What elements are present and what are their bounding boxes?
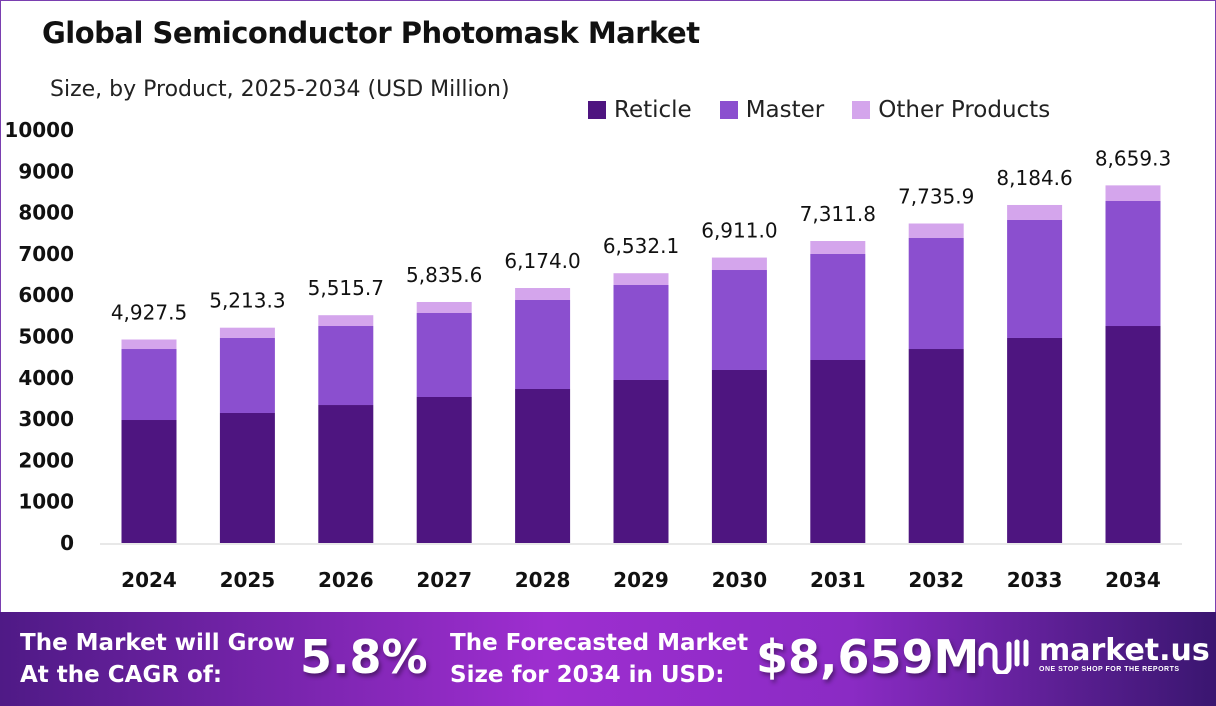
bar-segment-reticle xyxy=(711,369,767,543)
bar-segment-master xyxy=(908,237,964,350)
legend-label: Other Products xyxy=(878,97,1051,123)
bar-segment-other-products xyxy=(318,315,374,327)
x-tick-label: 2032 xyxy=(908,568,964,592)
y-tick-label: 7000 xyxy=(18,242,74,266)
x-tick-label: 2030 xyxy=(712,568,768,592)
x-tick-label: 2031 xyxy=(810,568,866,592)
y-tick-label: 6000 xyxy=(18,283,74,307)
data-label-total: 7,311.8 xyxy=(800,202,876,226)
x-tick-label: 2034 xyxy=(1105,568,1161,592)
x-tick-label: 2028 xyxy=(515,568,571,592)
bar-segment-master xyxy=(613,284,669,380)
data-label-total: 7,735.9 xyxy=(898,185,974,209)
bar-segment-reticle xyxy=(810,359,866,543)
data-label-total: 6,532.1 xyxy=(603,234,679,258)
data-label-total: 5,835.6 xyxy=(406,263,482,287)
bar-segment-reticle xyxy=(219,412,275,543)
legend-item-reticle: Reticle xyxy=(588,97,692,123)
bar-segment-other-products xyxy=(515,288,571,300)
x-tick-label: 2024 xyxy=(121,568,177,592)
bar-segment-reticle xyxy=(121,420,177,543)
bar-segment-other-products xyxy=(711,257,767,271)
data-label-total: 6,174.0 xyxy=(504,249,580,273)
forecast-label: The Forecasted Market Size for 2034 in US… xyxy=(450,627,748,691)
y-tick-label: 10000 xyxy=(4,118,74,142)
y-tick-label: 9000 xyxy=(18,159,74,183)
data-label-total: 8,184.6 xyxy=(996,166,1072,190)
forecast-label-line: Size for 2034 in USD: xyxy=(450,662,725,688)
legend: Reticle Master Other Products xyxy=(588,97,1050,123)
data-label-total: 5,213.3 xyxy=(209,289,285,313)
y-tick-label: 5000 xyxy=(18,325,74,349)
y-tick-label: 8000 xyxy=(18,201,74,225)
data-label-total: 8,659.3 xyxy=(1095,146,1171,170)
bar-segment-master xyxy=(1007,219,1063,338)
legend-swatch xyxy=(852,101,871,119)
bar-segment-master xyxy=(318,326,374,406)
data-label-total: 5,515.7 xyxy=(308,276,384,300)
market-us-logo: market.us ONE STOP SHOP FOR THE REPORTS xyxy=(975,634,1210,674)
footer-banner: The Market will Grow At the CAGR of: 5.8%… xyxy=(0,612,1216,706)
y-tick-label: 1000 xyxy=(18,490,74,514)
logo-name: market.us xyxy=(1039,632,1210,668)
bar-segment-master xyxy=(416,313,472,398)
y-tick-label: 3000 xyxy=(18,407,74,431)
bar-segment-other-products xyxy=(1007,204,1063,220)
bar-segment-other-products xyxy=(613,273,669,285)
forecast-label-line: The Forecasted Market xyxy=(450,630,749,656)
cagr-label-line: At the CAGR of: xyxy=(20,662,223,688)
bar-segment-reticle xyxy=(318,405,374,543)
forecast-value: $8,659M xyxy=(756,630,980,684)
cagr-value: 5.8% xyxy=(300,630,428,684)
legend-label: Reticle xyxy=(614,97,692,123)
x-tick-label: 2029 xyxy=(613,568,669,592)
legend-label: Master xyxy=(745,97,825,123)
y-tick-label: 2000 xyxy=(18,448,74,472)
y-tick-label: 4000 xyxy=(18,366,74,390)
x-tick-label: 2025 xyxy=(220,568,276,592)
legend-item-other-products: Other Products xyxy=(852,97,1050,123)
legend-item-master: Master xyxy=(719,97,825,123)
bar-segment-other-products xyxy=(219,327,275,338)
bar-segment-master xyxy=(711,270,767,370)
bar-segment-reticle xyxy=(1105,326,1161,543)
bar-segment-reticle xyxy=(416,397,472,543)
legend-swatch xyxy=(588,101,606,119)
x-tick-label: 2026 xyxy=(318,568,374,592)
y-tick-label: 0 xyxy=(60,531,74,555)
bar-segment-reticle xyxy=(908,349,964,543)
data-label-total: 6,911.0 xyxy=(701,219,777,243)
bar-segment-reticle xyxy=(1007,337,1063,543)
bar-segment-master xyxy=(219,337,275,413)
bar-segment-other-products xyxy=(121,339,177,350)
bar-segment-reticle xyxy=(515,388,571,543)
cagr-label: The Market will Grow At the CAGR of: xyxy=(20,627,295,691)
bar-segment-other-products xyxy=(908,223,964,238)
chart-title: Global Semiconductor Photomask Market xyxy=(42,16,700,50)
logo-tagline: ONE STOP SHOP FOR THE REPORTS xyxy=(1039,665,1180,673)
x-tick-label: 2033 xyxy=(1007,568,1063,592)
cagr-label-line: The Market will Grow xyxy=(20,630,295,656)
x-tick-label: 2027 xyxy=(416,568,472,592)
chart-subtitle: Size, by Product, 2025-2034 (USD Million… xyxy=(50,77,510,102)
legend-swatch xyxy=(719,101,738,119)
bar-segment-master xyxy=(810,253,866,360)
bar-segment-other-products xyxy=(416,301,472,314)
bar-segment-other-products xyxy=(1105,185,1161,201)
bar-segment-other-products xyxy=(810,241,866,254)
bar-chart: 0 1000 2000 3000 4000 5000 6000 7000 8000 9000 100… xyxy=(4,118,1182,592)
data-label-total: 4,927.5 xyxy=(111,300,187,324)
bar-segment-master xyxy=(121,349,177,421)
bar-segment-master xyxy=(1105,200,1161,327)
bar-segment-reticle xyxy=(613,379,669,543)
bar-segment-master xyxy=(515,299,571,389)
logo-icon xyxy=(978,639,1029,674)
